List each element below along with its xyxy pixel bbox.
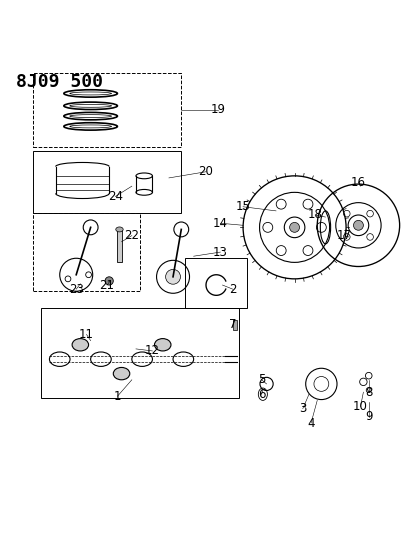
Text: 8J09 500: 8J09 500: [16, 73, 103, 91]
Text: 21: 21: [100, 279, 115, 292]
Text: 13: 13: [213, 246, 228, 259]
Text: 9: 9: [365, 410, 372, 423]
Text: 14: 14: [213, 217, 228, 230]
Text: 1: 1: [114, 390, 121, 403]
Ellipse shape: [70, 115, 112, 118]
Ellipse shape: [154, 338, 171, 351]
Text: 17: 17: [337, 229, 351, 242]
Text: 8: 8: [365, 386, 372, 399]
Text: 4: 4: [307, 417, 315, 430]
Ellipse shape: [70, 125, 112, 128]
Ellipse shape: [113, 367, 130, 380]
Text: 19: 19: [211, 103, 226, 116]
Text: 22: 22: [124, 229, 139, 242]
Text: 6: 6: [258, 387, 265, 401]
Text: 23: 23: [69, 282, 84, 296]
Text: 2: 2: [229, 282, 236, 296]
Text: 12: 12: [145, 344, 160, 358]
Text: 7: 7: [229, 318, 236, 330]
Text: 5: 5: [258, 373, 265, 386]
Text: 18: 18: [308, 208, 323, 222]
Text: 20: 20: [199, 165, 213, 178]
Bar: [233, 320, 237, 330]
Text: 3: 3: [299, 402, 307, 415]
Ellipse shape: [70, 104, 112, 107]
Ellipse shape: [70, 92, 112, 95]
Ellipse shape: [72, 338, 89, 351]
Text: 16: 16: [351, 175, 366, 189]
Circle shape: [290, 222, 300, 232]
Ellipse shape: [116, 227, 123, 232]
Circle shape: [166, 269, 180, 284]
Circle shape: [105, 277, 113, 285]
Bar: [117, 229, 122, 262]
Text: 15: 15: [236, 200, 250, 213]
Text: 10: 10: [353, 400, 368, 413]
Text: 24: 24: [108, 190, 123, 203]
Text: 11: 11: [79, 328, 94, 341]
Circle shape: [353, 220, 363, 230]
